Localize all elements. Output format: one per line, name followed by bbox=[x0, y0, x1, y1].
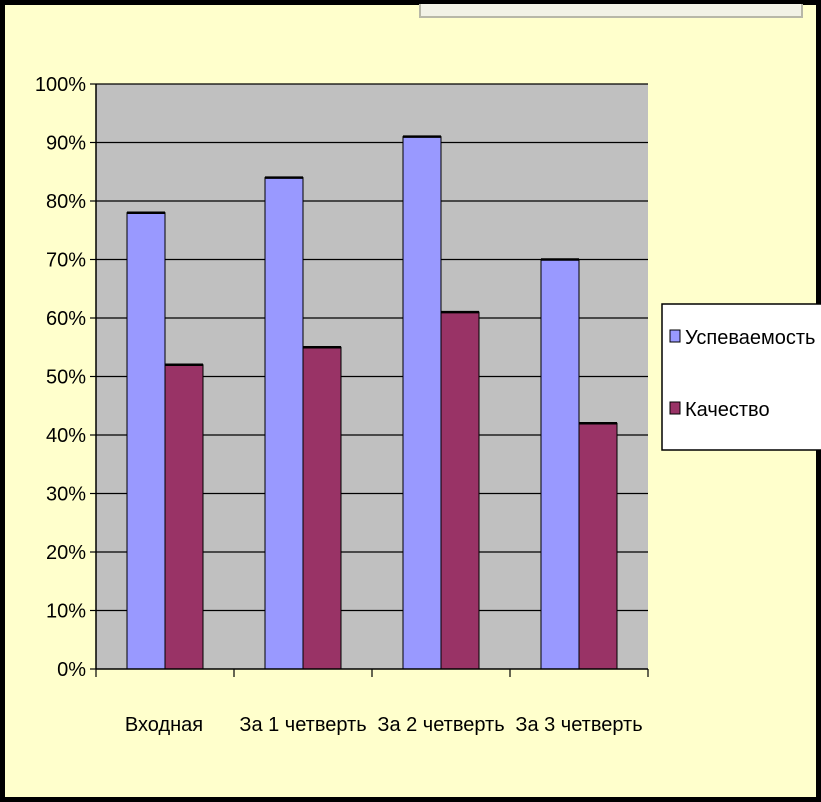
y-tick-label: 90% bbox=[46, 133, 86, 155]
y-tick-label: 80% bbox=[46, 191, 86, 213]
legend-swatch bbox=[669, 401, 681, 415]
y-tick-label: 50% bbox=[46, 367, 86, 389]
bar bbox=[540, 259, 580, 670]
legend-swatch bbox=[669, 329, 681, 343]
x-tick-label: За 2 четверть bbox=[377, 714, 504, 736]
bar bbox=[402, 136, 442, 670]
bar bbox=[164, 364, 204, 670]
legend-label: Успеваемость bbox=[685, 327, 815, 349]
bar bbox=[440, 311, 480, 670]
y-tick-label: 10% bbox=[46, 601, 86, 623]
bar bbox=[302, 346, 342, 670]
x-tick-label: За 1 четверть bbox=[239, 714, 366, 736]
y-tick-label: 70% bbox=[46, 250, 86, 272]
bar bbox=[264, 177, 304, 670]
y-tick-label: 100% bbox=[35, 74, 86, 96]
x-tick-label: За 3 четверть bbox=[515, 714, 642, 736]
y-tick-label: 60% bbox=[46, 308, 86, 330]
header-box bbox=[419, 4, 803, 18]
y-tick-label: 0% bbox=[57, 659, 86, 681]
y-tick-label: 20% bbox=[46, 542, 86, 564]
y-tick-label: 30% bbox=[46, 484, 86, 506]
legend-label: Качество bbox=[685, 399, 770, 421]
bar bbox=[578, 422, 618, 670]
x-tick-label: Входная bbox=[125, 714, 203, 736]
legend-box bbox=[661, 303, 821, 451]
bar bbox=[126, 212, 166, 670]
y-tick-label: 40% bbox=[46, 425, 86, 447]
